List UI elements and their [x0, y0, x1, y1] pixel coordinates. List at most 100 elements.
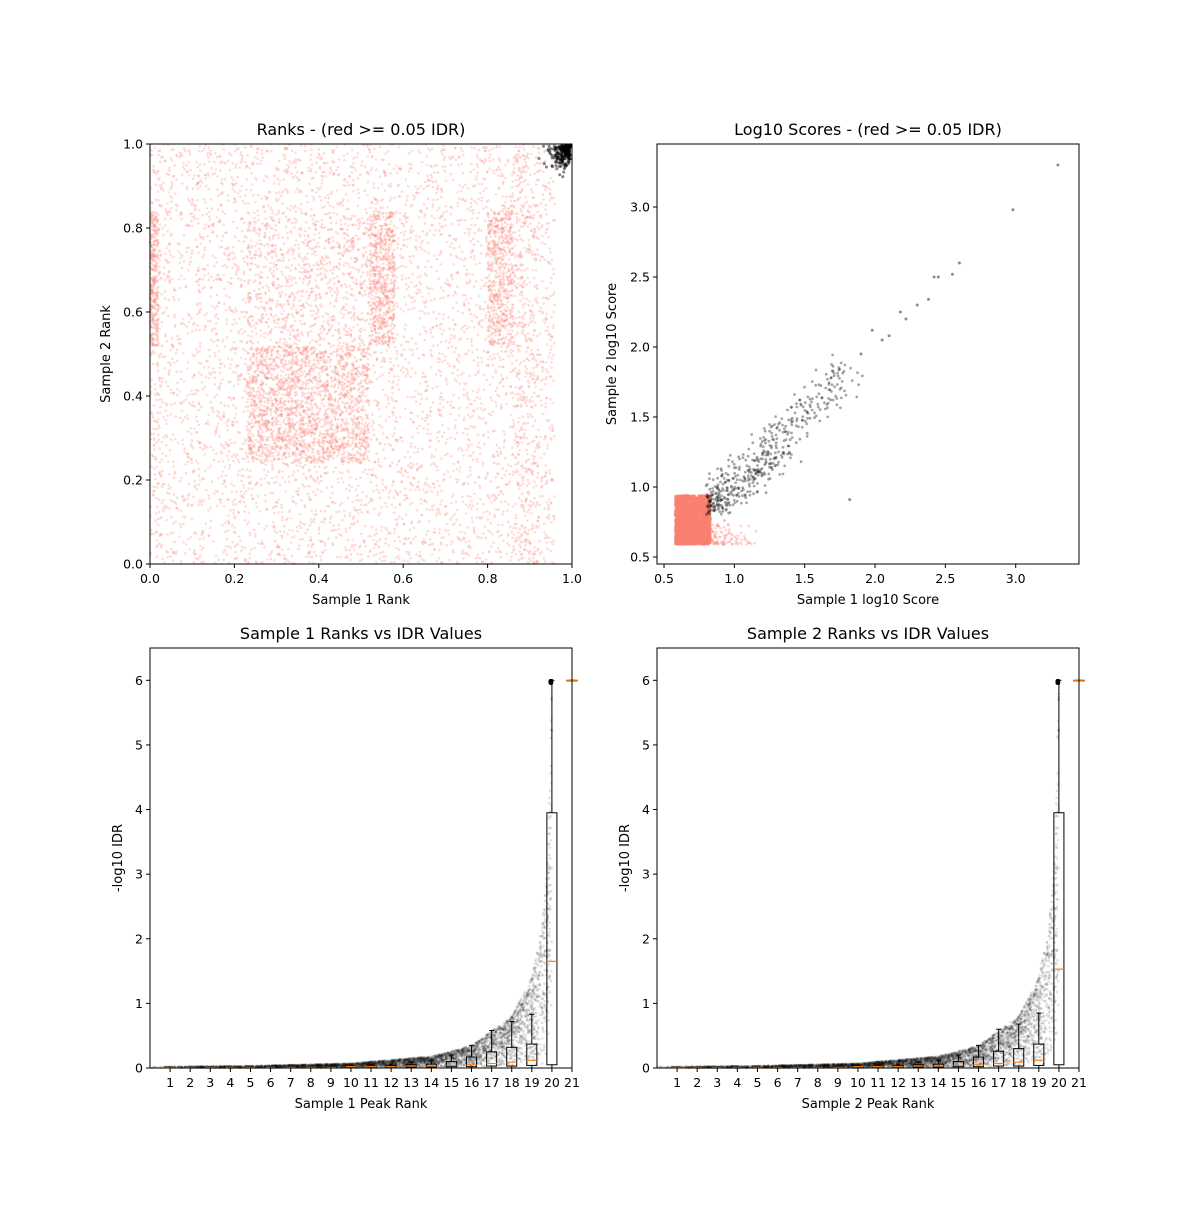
- rank-point: [536, 549, 539, 552]
- rank-point: [161, 507, 165, 510]
- rank-point: [529, 320, 532, 324]
- rank-point: [178, 286, 182, 290]
- rank-point: [378, 423, 381, 427]
- rank-point: [472, 168, 476, 171]
- rank-point: [244, 438, 247, 442]
- rank-point: [459, 530, 462, 533]
- rank-point: [469, 201, 473, 205]
- rank-point: [231, 220, 235, 224]
- rank-point: [348, 476, 352, 479]
- rank-point: [204, 325, 207, 329]
- rank-point: [232, 310, 235, 314]
- rank-point: [440, 190, 444, 193]
- rank-point: [185, 163, 188, 167]
- rank-point: [492, 461, 496, 465]
- rank-point: [156, 170, 160, 173]
- rank-point: [349, 165, 352, 168]
- rank-point: [368, 468, 371, 472]
- rank-point: [520, 204, 524, 207]
- rank-point: [441, 352, 444, 356]
- rank-point: [335, 145, 339, 149]
- rank-point: [363, 189, 367, 192]
- rank-point: [341, 316, 345, 320]
- rank-point: [397, 388, 401, 391]
- rank-point: [222, 273, 226, 277]
- rank-point: [440, 195, 443, 199]
- rank-point: [394, 399, 397, 403]
- rank-point: [404, 323, 408, 327]
- rank-point: [203, 274, 206, 277]
- rank-point: [303, 505, 307, 509]
- rank-point: [404, 265, 408, 269]
- rank-point: [390, 396, 394, 400]
- rank-point: [465, 394, 469, 397]
- rank-point: [381, 550, 385, 554]
- rank-point: [299, 538, 302, 541]
- rank-point: [443, 218, 447, 221]
- rank-point: [535, 334, 539, 338]
- rank-point: [303, 144, 307, 148]
- rank-point: [467, 233, 471, 237]
- rank-point: [293, 243, 297, 247]
- rank-point: [264, 174, 267, 178]
- rank-point: [347, 471, 351, 474]
- rank-point: [215, 261, 218, 264]
- rank-point: [492, 493, 496, 497]
- rank-point: [243, 330, 247, 333]
- rank-point: [451, 523, 455, 526]
- rank-point: [171, 255, 175, 259]
- rank-point: [290, 149, 294, 152]
- rank-point: [229, 329, 233, 333]
- rank-point: [176, 381, 179, 385]
- rank-point: [552, 267, 555, 271]
- rank-point: [406, 395, 409, 399]
- rank-point: [543, 258, 547, 261]
- rank-point: [472, 257, 476, 261]
- rank-point: [519, 484, 523, 487]
- rank-point: [335, 536, 338, 539]
- rank-point: [436, 491, 440, 494]
- rank-point: [401, 439, 404, 443]
- rank-point: [440, 499, 444, 503]
- rank-point: [378, 175, 382, 178]
- rank-point: [356, 176, 360, 180]
- rank-point: [154, 520, 157, 523]
- rank-point: [390, 322, 394, 326]
- rank-point: [155, 545, 158, 549]
- rank-point: [415, 234, 418, 238]
- rank-point: [338, 503, 342, 507]
- rank-point: [541, 234, 544, 238]
- rank-point: [355, 278, 358, 282]
- rank-point: [451, 318, 455, 322]
- rank-point: [450, 345, 454, 349]
- rank-point: [262, 266, 265, 269]
- rank-point: [154, 398, 158, 402]
- rank-point: [199, 446, 202, 449]
- rank-point: [344, 527, 348, 530]
- rank-point: [252, 193, 255, 197]
- rank-point: [333, 149, 336, 152]
- rank-point: [366, 472, 369, 476]
- rank-point: [158, 446, 161, 450]
- rank-point: [162, 436, 166, 439]
- rank-point: [544, 316, 548, 320]
- rank-point: [247, 487, 250, 490]
- rank-point: [453, 146, 457, 150]
- rank-point: [381, 198, 385, 201]
- rank-point: [398, 254, 402, 257]
- rank-point: [191, 199, 195, 202]
- rank-point: [180, 217, 184, 221]
- rank-point: [462, 393, 466, 397]
- rank-point: [534, 403, 537, 407]
- rank-point: [521, 415, 525, 419]
- rank-point: [451, 371, 455, 375]
- rank-point: [196, 351, 199, 355]
- rank-point: [542, 378, 545, 381]
- rank-point: [544, 471, 548, 474]
- rank-point: [484, 421, 488, 424]
- rank-point: [553, 203, 557, 206]
- rank-point: [440, 225, 443, 229]
- rank-point: [263, 331, 266, 335]
- rank-point: [234, 455, 237, 458]
- rank-point: [161, 469, 164, 473]
